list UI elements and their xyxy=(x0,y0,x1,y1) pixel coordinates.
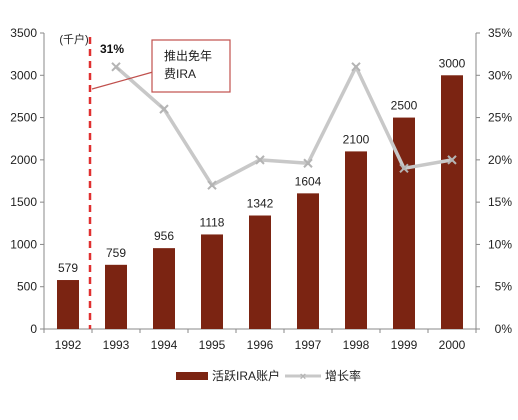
bar xyxy=(393,117,415,329)
bar-data-label: 1118 xyxy=(200,215,225,229)
left-tick-label: 2000 xyxy=(10,153,37,167)
left-tick-label: 3000 xyxy=(10,68,37,82)
callout-text-line: 推出免年 xyxy=(164,48,212,63)
callout-box xyxy=(151,39,231,93)
right-tick-label: 20% xyxy=(488,153,512,167)
left-tick-label: 1500 xyxy=(10,195,37,209)
legend-bar-swatch xyxy=(176,372,208,380)
bars-group xyxy=(57,75,463,330)
bar-data-label: 956 xyxy=(154,229,174,243)
axes-group: 0 500 1000 1500 2000 2500 3000 3500 0% 5% 10% 15% 20… xyxy=(10,26,512,352)
growth-point-marker xyxy=(207,180,217,190)
growth-point-marker xyxy=(159,104,169,114)
x-tick-label: 1996 xyxy=(247,338,274,352)
right-tick-label: 0% xyxy=(495,322,513,336)
x-tick-label: 1997 xyxy=(295,338,322,352)
bar xyxy=(249,215,271,329)
callout-leader-line xyxy=(91,71,153,90)
legend-line-marker: × xyxy=(300,371,306,383)
x-tick-label: 1994 xyxy=(151,338,178,352)
bar xyxy=(57,280,79,329)
bar xyxy=(153,248,175,329)
highlight-label-31pct: 31% xyxy=(100,42,124,56)
growth-point-marker xyxy=(447,155,457,165)
x-tick-label: 2000 xyxy=(439,338,466,352)
right-tick-label: 35% xyxy=(488,26,512,40)
bar-data-label: 2100 xyxy=(343,132,370,146)
bar xyxy=(345,151,367,329)
left-tick-label: 3500 xyxy=(10,26,37,40)
growth-line xyxy=(114,65,453,187)
bar xyxy=(201,234,223,329)
left-tick-label: 1000 xyxy=(10,237,37,251)
bar xyxy=(105,264,127,329)
unit-label: (千户) xyxy=(59,32,88,46)
growth-point-marker xyxy=(255,155,265,165)
bar-data-label: 759 xyxy=(106,246,126,260)
right-tick-label: 15% xyxy=(488,195,512,209)
bar xyxy=(441,75,463,330)
legend: 活跃IRA账户 × 增长率 xyxy=(176,368,361,383)
legend-line-label: 增长率 xyxy=(325,368,361,383)
bar-data-label: 2500 xyxy=(391,99,418,113)
bar-data-label: 579 xyxy=(58,261,78,275)
right-tick-label: 30% xyxy=(488,68,512,82)
growth-point-marker xyxy=(111,62,121,72)
x-tick-label: 1999 xyxy=(391,338,418,352)
growth-point-marker xyxy=(351,62,361,72)
x-tick-label: 1995 xyxy=(199,338,226,352)
bar xyxy=(297,193,319,329)
left-tick-label: 0 xyxy=(30,322,37,336)
data-labels-group: 579 759 956 1118 1342 1604 2100 2500 3000 xyxy=(58,56,466,275)
left-tick-label: 500 xyxy=(17,280,37,294)
x-tick-label: 1998 xyxy=(343,338,370,352)
x-tick-label: 1993 xyxy=(103,338,130,352)
callout-text-line: 费IRA xyxy=(164,67,196,81)
growth-point-marker xyxy=(399,163,409,174)
right-tick-label: 10% xyxy=(488,237,512,251)
legend-bar-label: 活跃IRA账户 xyxy=(212,368,280,383)
bar-data-label: 1342 xyxy=(247,197,274,211)
growth-point-marker xyxy=(303,158,313,168)
left-tick-label: 2500 xyxy=(10,111,37,125)
right-tick-label: 25% xyxy=(488,111,512,125)
growth-line-group xyxy=(111,62,457,190)
right-tick-label: 5% xyxy=(495,280,513,294)
bar-data-label: 1604 xyxy=(295,174,322,188)
bar-data-label: 3000 xyxy=(439,56,466,70)
x-tick-label: 1992 xyxy=(55,338,82,352)
